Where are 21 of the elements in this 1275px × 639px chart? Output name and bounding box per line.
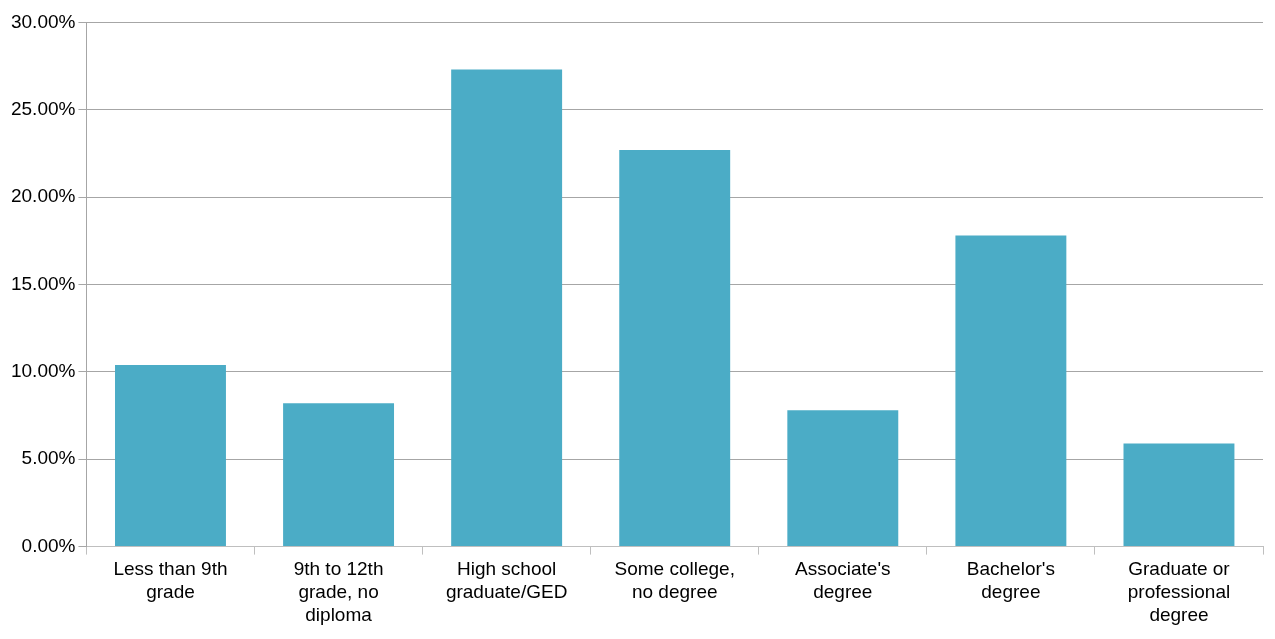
bar (283, 403, 395, 547)
y-tick-label: 15.00% (10, 272, 76, 294)
x-tick-label: Associate's degree (795, 558, 891, 603)
bar (955, 235, 1067, 547)
bar (115, 364, 226, 547)
y-tick-label: 5.00% (21, 447, 76, 469)
bar (451, 69, 563, 547)
y-tick-label: 30.00% (10, 10, 76, 32)
bar (619, 149, 731, 547)
x-tick-label: Graduate or professional degree (1127, 558, 1231, 625)
bar (787, 410, 899, 547)
x-tick-label: Less than 9th grade (113, 558, 228, 603)
x-tick-label: High school graduate/GED (445, 558, 568, 603)
y-tick-label: 10.00% (10, 360, 76, 382)
x-tick-label: 9th to 12th grade, no diploma (293, 558, 384, 625)
x-tick-label: Some college, no degree (614, 558, 735, 603)
bar (1123, 443, 1235, 547)
y-tick-label: 20.00% (10, 185, 76, 207)
y-tick-label: 25.00% (10, 98, 76, 119)
y-tick-label: 0.00% (21, 534, 76, 556)
x-tick-label: Bachelor's degree (966, 558, 1055, 603)
